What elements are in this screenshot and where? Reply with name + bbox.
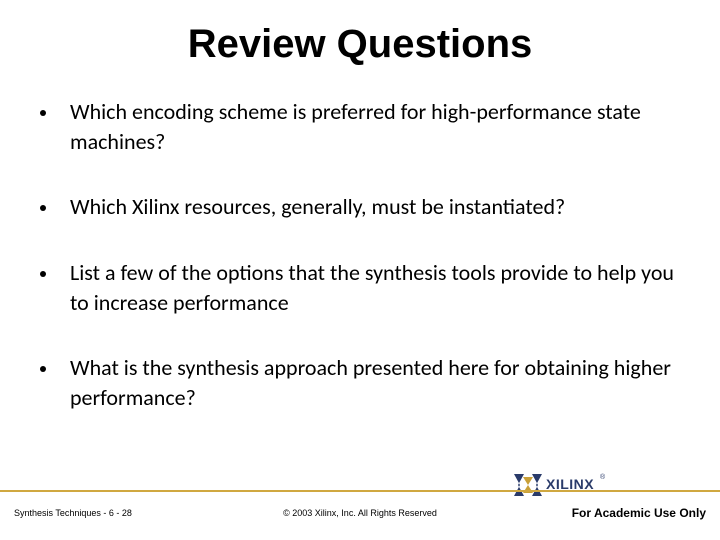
footer-copyright: © 2003 Xilinx, Inc. All Rights Reserved — [283, 508, 437, 518]
bullet-item: Which encoding scheme is preferred for h… — [40, 97, 680, 156]
logo-registered-icon: ® — [600, 474, 605, 481]
bullet-text: What is the synthesis approach presented… — [70, 353, 680, 412]
slide: Review Questions Which encoding scheme i… — [0, 0, 720, 540]
bullet-marker-icon — [40, 205, 46, 211]
bullet-text: Which encoding scheme is preferred for h… — [70, 97, 680, 156]
content-area: Which encoding scheme is preferred for h… — [0, 97, 720, 540]
slide-title: Review Questions — [0, 22, 720, 67]
bullet-text: List a few of the options that the synth… — [70, 258, 680, 317]
bullet-item: What is the synthesis approach presented… — [40, 353, 680, 412]
bullet-item: List a few of the options that the synth… — [40, 258, 680, 317]
bullet-marker-icon — [40, 110, 46, 116]
bullet-marker-icon — [40, 271, 46, 277]
footer-divider — [0, 490, 720, 492]
bullet-text: Which Xilinx resources, generally, must … — [70, 192, 565, 222]
footer-left-text: Synthesis Techniques - 6 - 28 — [14, 508, 132, 518]
bullet-marker-icon — [40, 366, 46, 372]
footer: Synthesis Techniques - 6 - 28 © 2003 Xil… — [0, 490, 720, 540]
footer-right-text: For Academic Use Only — [572, 506, 706, 520]
bullet-item: Which Xilinx resources, generally, must … — [40, 192, 680, 222]
